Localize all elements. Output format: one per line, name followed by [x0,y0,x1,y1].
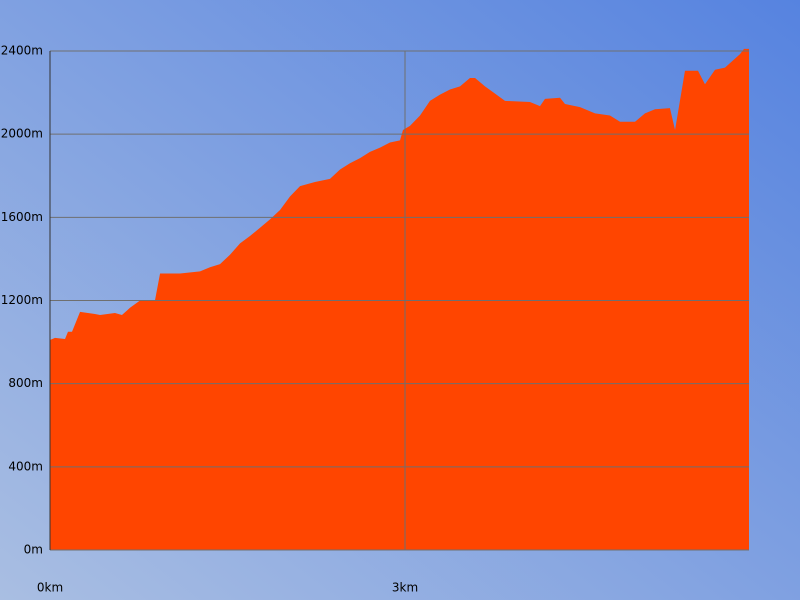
y-tick-label: 0m [24,543,43,557]
y-tick-label: 400m [8,459,43,473]
x-tick-label: 3km [392,581,418,595]
y-tick-label: 1600m [1,210,43,224]
y-tick-label: 1200m [1,293,43,307]
y-tick-label: 800m [8,376,43,390]
elevation-area [50,48,749,550]
x-tick-label: 0km [37,581,63,595]
y-tick-label: 2000m [1,127,43,141]
y-tick-label: 2400m [1,44,43,58]
